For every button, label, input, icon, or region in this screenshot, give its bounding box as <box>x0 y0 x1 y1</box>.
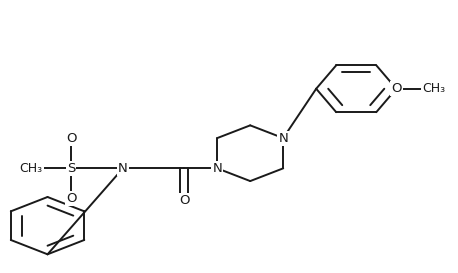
Text: N: N <box>118 162 128 175</box>
Text: O: O <box>66 192 76 205</box>
Text: O: O <box>66 132 76 145</box>
Text: O: O <box>391 82 402 95</box>
Text: O: O <box>179 194 190 207</box>
Text: S: S <box>67 162 75 175</box>
Text: CH₃: CH₃ <box>422 82 446 95</box>
Text: N: N <box>278 132 288 145</box>
Text: CH₃: CH₃ <box>20 162 43 175</box>
Text: N: N <box>213 162 222 175</box>
